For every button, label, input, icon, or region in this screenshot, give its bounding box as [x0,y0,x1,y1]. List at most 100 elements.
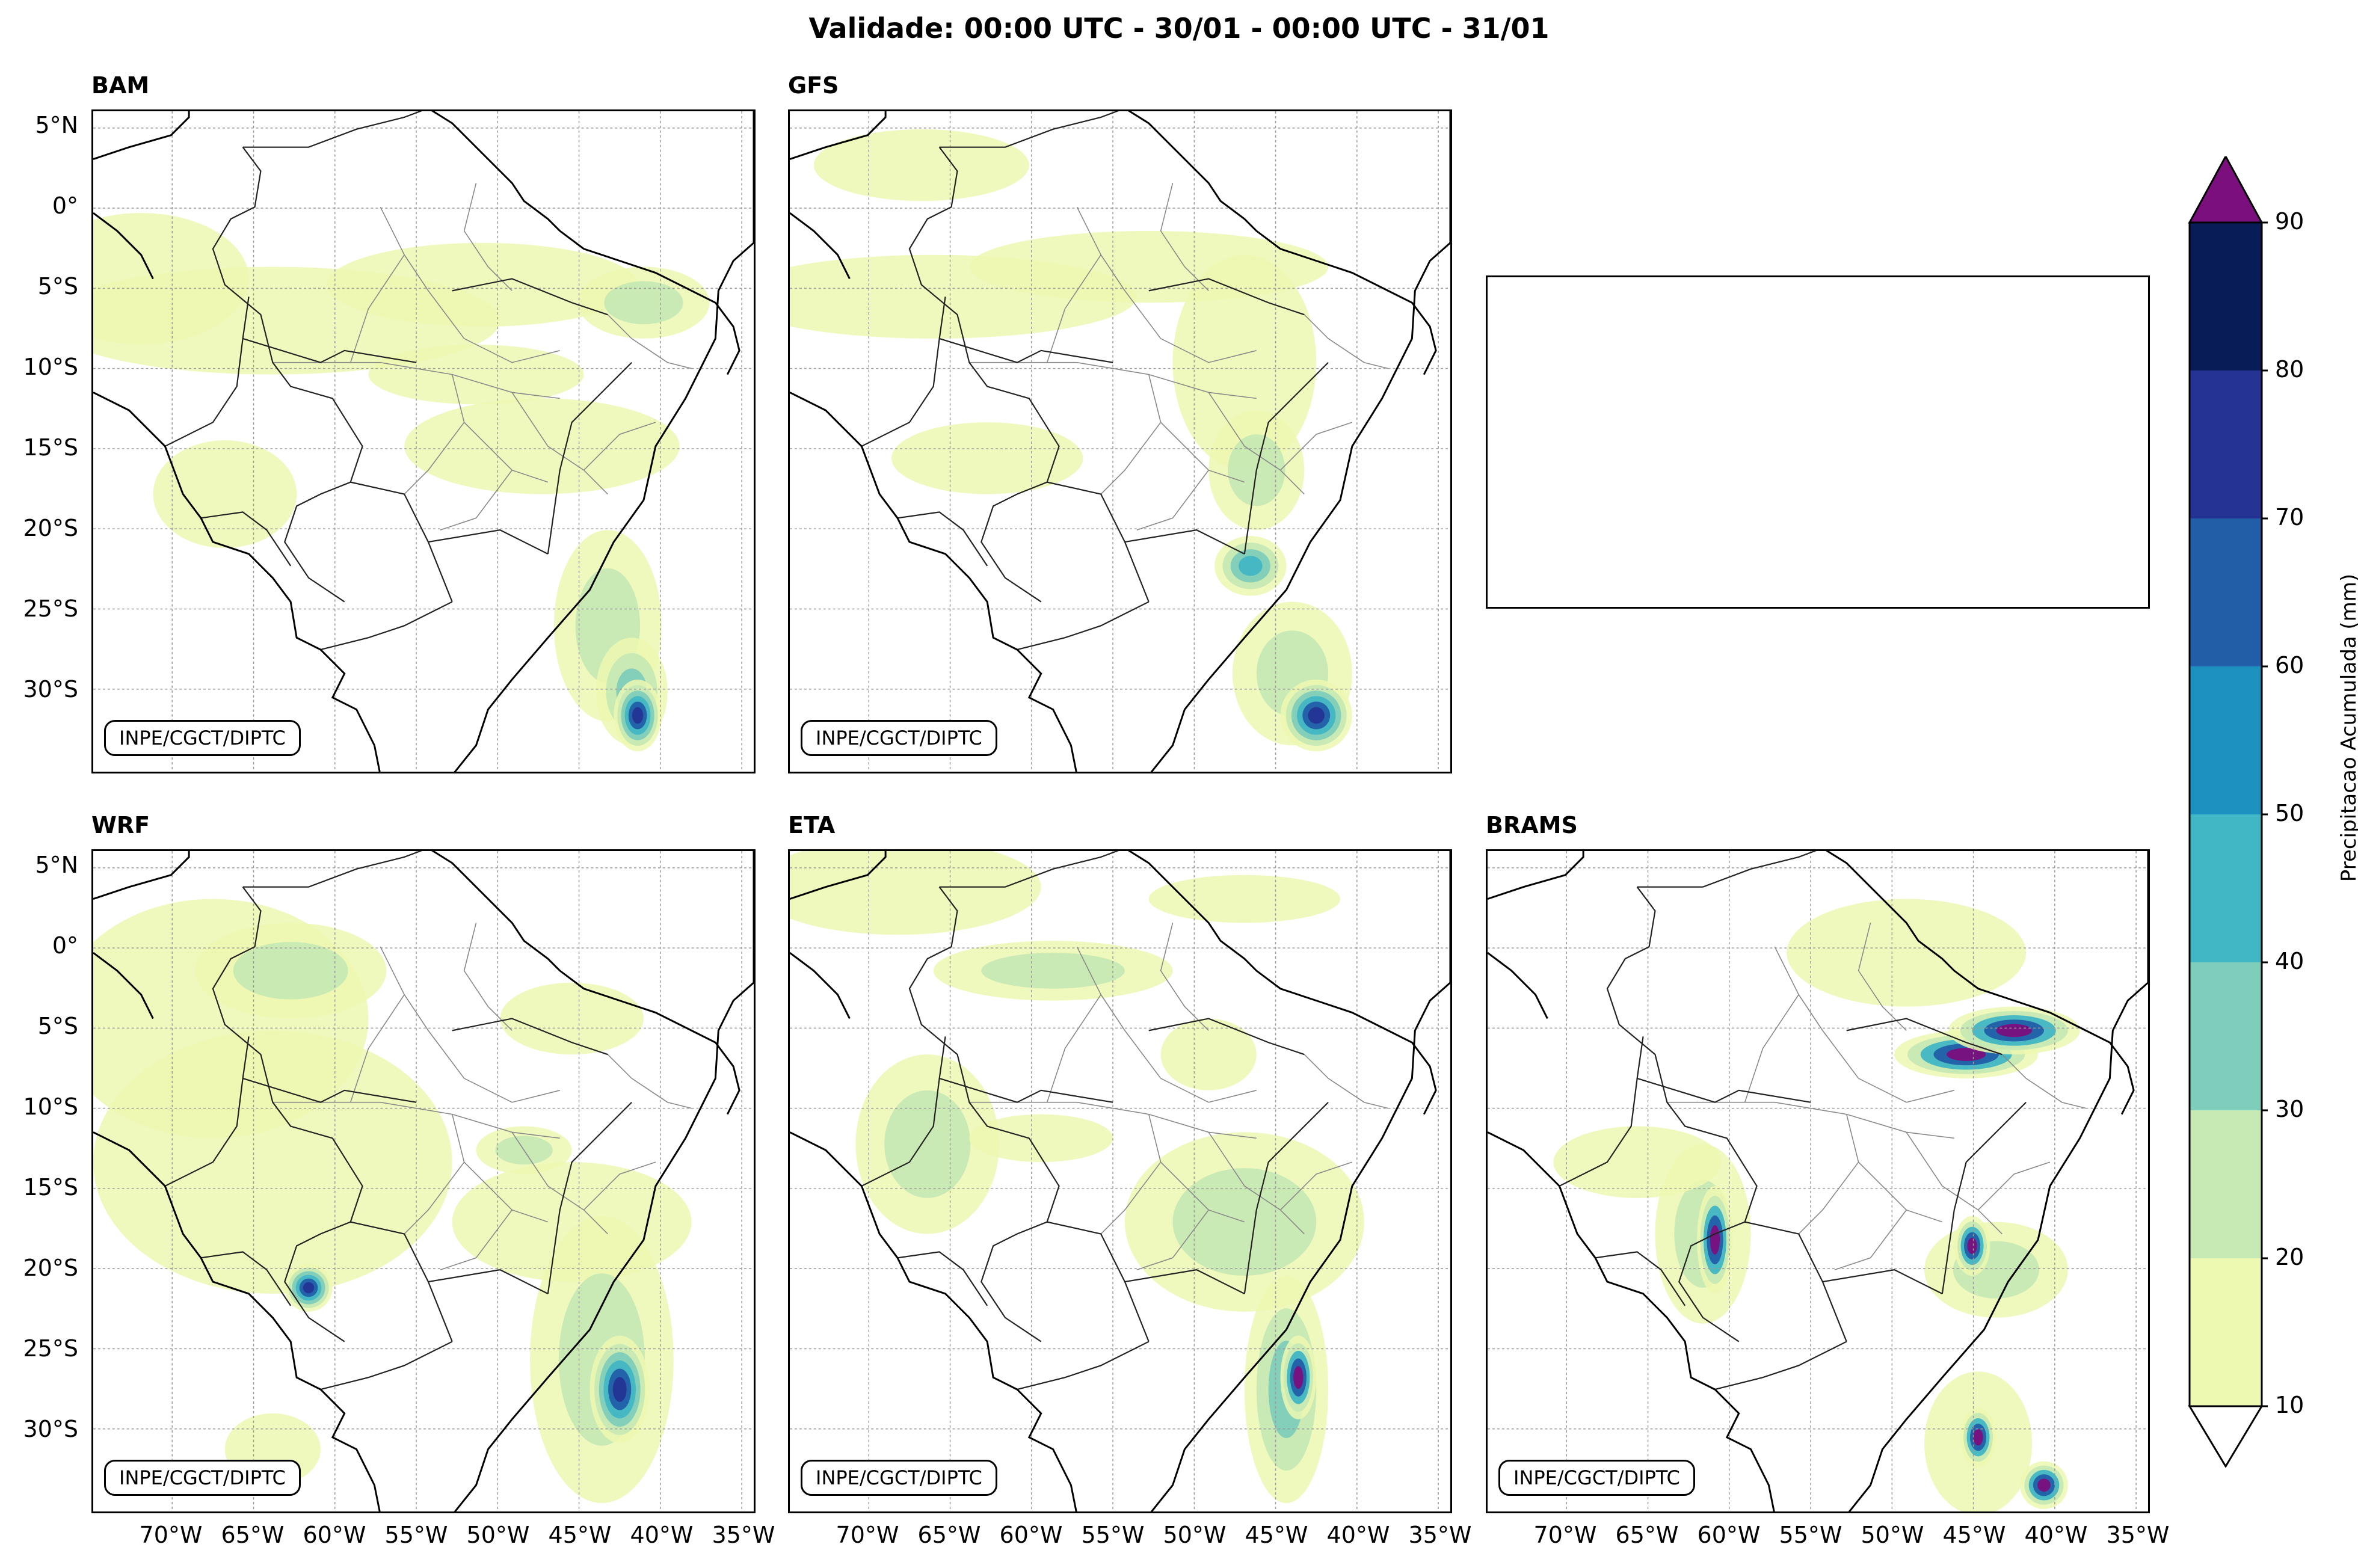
precip-contour [1293,1366,1304,1389]
colorbar-tick-label: 10 [2275,1392,2304,1418]
lat-tick-label: 5°S [37,1013,78,1039]
lon-tick-label: 55°W [1081,1522,1145,1548]
state-border [1744,994,1799,1102]
precip-contour [790,851,1041,935]
lon-tick-label: 70°W [836,1522,899,1548]
precip-contour [303,1282,315,1294]
map-eta [790,851,1450,1511]
lon-tick-label: 35°W [1408,1522,1472,1548]
precip-contour [1148,875,1340,923]
precip-contour [233,942,348,1000]
lon-tick-label: 40°W [630,1522,694,1548]
country-border [861,1036,946,1187]
coastline [790,111,887,280]
state-border [1858,923,1907,1031]
lat-tick-label: 10°S [23,354,78,380]
lat-tick-label: 20°S [23,1255,78,1281]
country-border [200,511,292,567]
coastline [1488,851,2148,1511]
precip-contour [2037,1478,2051,1492]
lat-tick-label: 30°S [23,1416,78,1442]
country-border [939,111,1119,148]
precipitation-field [93,899,692,1504]
precipitation-field [1553,899,2080,1511]
country-border [1606,887,1758,1342]
coastline [431,851,740,1115]
precip-contour [612,1377,627,1402]
lon-tick-label: 60°W [1697,1522,1761,1548]
lat-tick-label: 15°S [23,434,78,461]
map-borders [790,111,1450,772]
coastline [93,851,754,1511]
lon-tick-label: 70°W [1533,1522,1597,1548]
colorbar-tick-label: 80 [2275,356,2304,383]
state-border [1100,1161,1162,1235]
map-borders [93,111,754,772]
colorbar-segment [2190,814,2262,962]
credit-label: INPE/CGCT/DIPTC [1498,1460,1695,1496]
empty-panel [1486,275,2150,609]
state-border [463,183,513,291]
country-border [908,887,1060,1342]
state-border [583,422,656,471]
state-border [380,946,560,1103]
colorbar-tick-label: 90 [2275,208,2304,235]
map-borders [93,851,754,1511]
lat-tick-label: 0° [52,932,78,959]
country-border [897,1251,988,1306]
state-border [511,1132,608,1235]
lat-tick-label: 25°S [23,595,78,622]
country-border [212,147,363,603]
panel-title-eta: ETA [788,812,836,838]
lon-tick-label: 50°W [466,1522,530,1548]
lon-tick-label: 55°W [384,1522,448,1548]
graticule [93,111,754,772]
coastline [1826,851,2135,1115]
country-border [320,601,453,651]
precip-contour [1973,1429,1983,1446]
country-border [1559,1036,1644,1187]
country-border [1846,1018,2002,1056]
precip-contour [884,1090,971,1198]
country-border [200,1251,292,1306]
state-border [1136,470,1209,530]
country-border [1017,601,1150,651]
state-border [511,392,608,495]
state-border [1774,946,1954,1103]
lat-tick-label: 25°S [23,1335,78,1362]
state-border [2001,1054,2086,1109]
country-border [939,851,1119,888]
lon-tick-label: 70°W [139,1522,203,1548]
state-border [1845,1114,1943,1223]
state-border [1906,1132,2002,1235]
lat-tick-label: 20°S [23,515,78,541]
precip-contour [891,422,1083,494]
state-border [1977,1161,2051,1211]
country-border [861,297,946,447]
lon-tick-label: 40°W [2024,1522,2088,1548]
state-border [451,374,549,483]
map-panel-brams: INPE/CGCT/DIPTC [1486,849,2150,1513]
state-border [607,1054,692,1109]
state-border [404,422,465,495]
state-border [1667,1101,1954,1139]
precip-contour [1967,1237,1977,1254]
credit-label: INPE/CGCT/DIPTC [104,1460,301,1496]
precip-contour [604,281,683,325]
precip-contour [153,440,297,549]
country-border [164,297,250,447]
state-border [1208,1132,1305,1235]
country-border [547,1101,632,1294]
state-border [1208,392,1305,495]
state-border [1279,1161,1353,1211]
state-border [1136,1210,1209,1270]
precip-contour [632,707,644,724]
precip-contour [1160,1018,1257,1090]
country-border [939,1077,1113,1103]
country-border [1243,1101,1329,1294]
state-border [1279,422,1353,471]
colorbar-segment [2190,1258,2262,1406]
country-border [1047,481,1150,602]
map-panel-eta: INPE/CGCT/DIPTC [788,849,1452,1513]
colorbar-tick-label: 50 [2275,800,2304,826]
